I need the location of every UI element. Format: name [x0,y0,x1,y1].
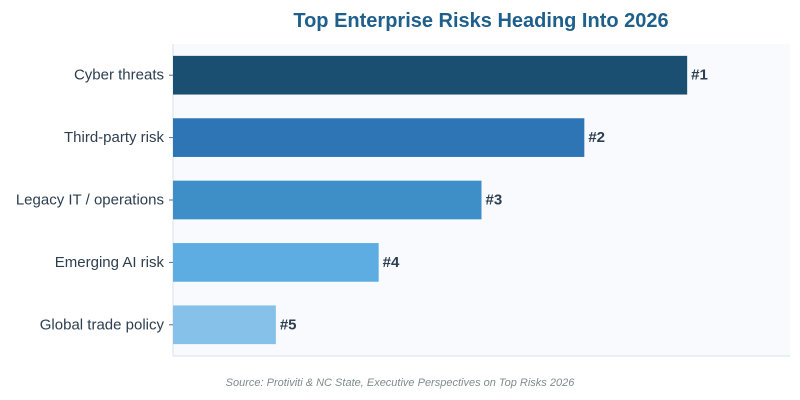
category-label: Global trade policy [40,316,165,333]
category-label: Legacy IT / operations [16,192,164,209]
rank-label: #1 [691,67,708,84]
bars-group: Cyber threats #1 Third-party risk #2 Legacy … [16,55,708,345]
rank-label: #3 [486,192,503,209]
category-label: Third-party risk [64,129,165,146]
rank-label: #5 [280,316,297,333]
rank-label: #4 [383,254,400,271]
bar [173,305,276,345]
bar [173,243,379,282]
rank-label: #2 [588,129,605,146]
bar [173,55,688,95]
category-label: Emerging AI risk [55,254,165,271]
category-label: Cyber threats [74,67,164,84]
source-note: Source: Protiviti & NC State, Executive … [226,377,576,389]
chart-title: Top Enterprise Risks Heading Into 2026 [293,10,668,32]
bar [173,118,585,157]
bar [173,180,482,220]
